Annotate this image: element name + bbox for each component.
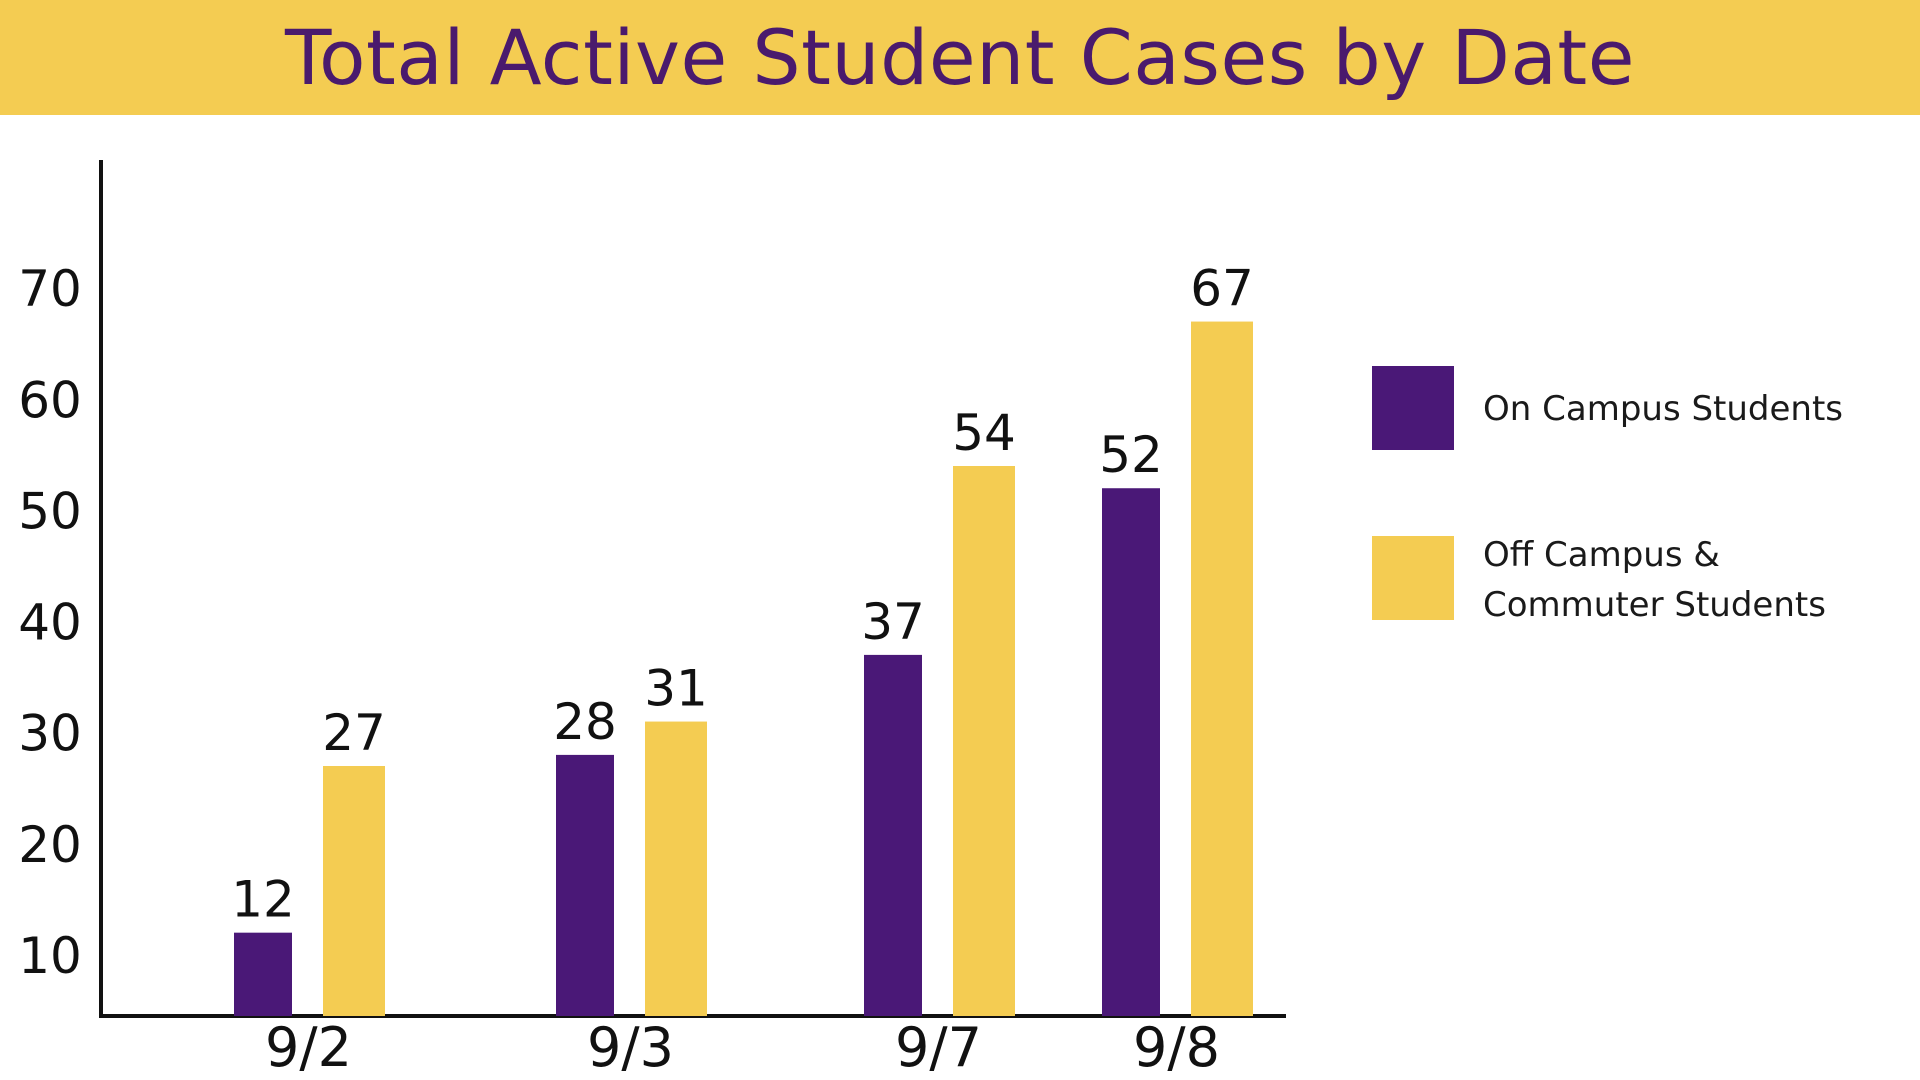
y-tick-label: 20 xyxy=(18,816,82,874)
chart-title: Total Active Student Cases by Date xyxy=(284,13,1635,102)
x-axis-categories: 9/2 9/3 9/7 9/8 xyxy=(265,1016,1220,1079)
legend-swatch xyxy=(1372,366,1454,450)
bars: 12 27 28 31 37 54 52 67 xyxy=(231,260,1254,1017)
bar xyxy=(864,654,922,1016)
y-tick-label: 60 xyxy=(18,371,82,429)
data-label: 31 xyxy=(644,660,708,718)
x-tick-label: 9/2 xyxy=(265,1016,352,1079)
bar xyxy=(1102,488,1160,1017)
bar xyxy=(234,932,292,1016)
x-tick-label: 9/8 xyxy=(1133,1016,1220,1079)
x-tick-label: 9/7 xyxy=(895,1016,982,1079)
y-tick-label: 50 xyxy=(18,482,82,540)
y-tick-label: 30 xyxy=(18,705,82,763)
bar xyxy=(323,766,385,1016)
x-tick-label: 9/3 xyxy=(587,1016,674,1079)
data-label: 28 xyxy=(553,693,617,751)
data-label: 54 xyxy=(952,404,1016,462)
legend-label: On Campus Students xyxy=(1483,389,1843,429)
bar xyxy=(556,754,614,1016)
legend-label: Commuter Students xyxy=(1483,585,1826,625)
bar xyxy=(1191,321,1253,1016)
data-label: 12 xyxy=(231,871,295,929)
legend: On Campus Students Off Campus & Commuter S… xyxy=(1372,366,1843,625)
legend-swatch xyxy=(1372,536,1454,620)
y-tick-label: 40 xyxy=(18,594,82,652)
bar xyxy=(645,721,707,1016)
data-label: 37 xyxy=(861,593,925,651)
legend-label: Off Campus & xyxy=(1483,535,1720,575)
data-label: 52 xyxy=(1099,426,1163,484)
y-axis-ticks: 10 20 30 40 50 60 70 xyxy=(18,260,82,985)
data-label: 67 xyxy=(1190,260,1254,318)
chart-title-bar: Total Active Student Cases by Date xyxy=(0,0,1920,115)
y-tick-label: 70 xyxy=(18,260,82,318)
bar xyxy=(953,466,1015,1016)
data-label: 27 xyxy=(322,704,386,762)
y-tick-label: 10 xyxy=(18,927,82,985)
